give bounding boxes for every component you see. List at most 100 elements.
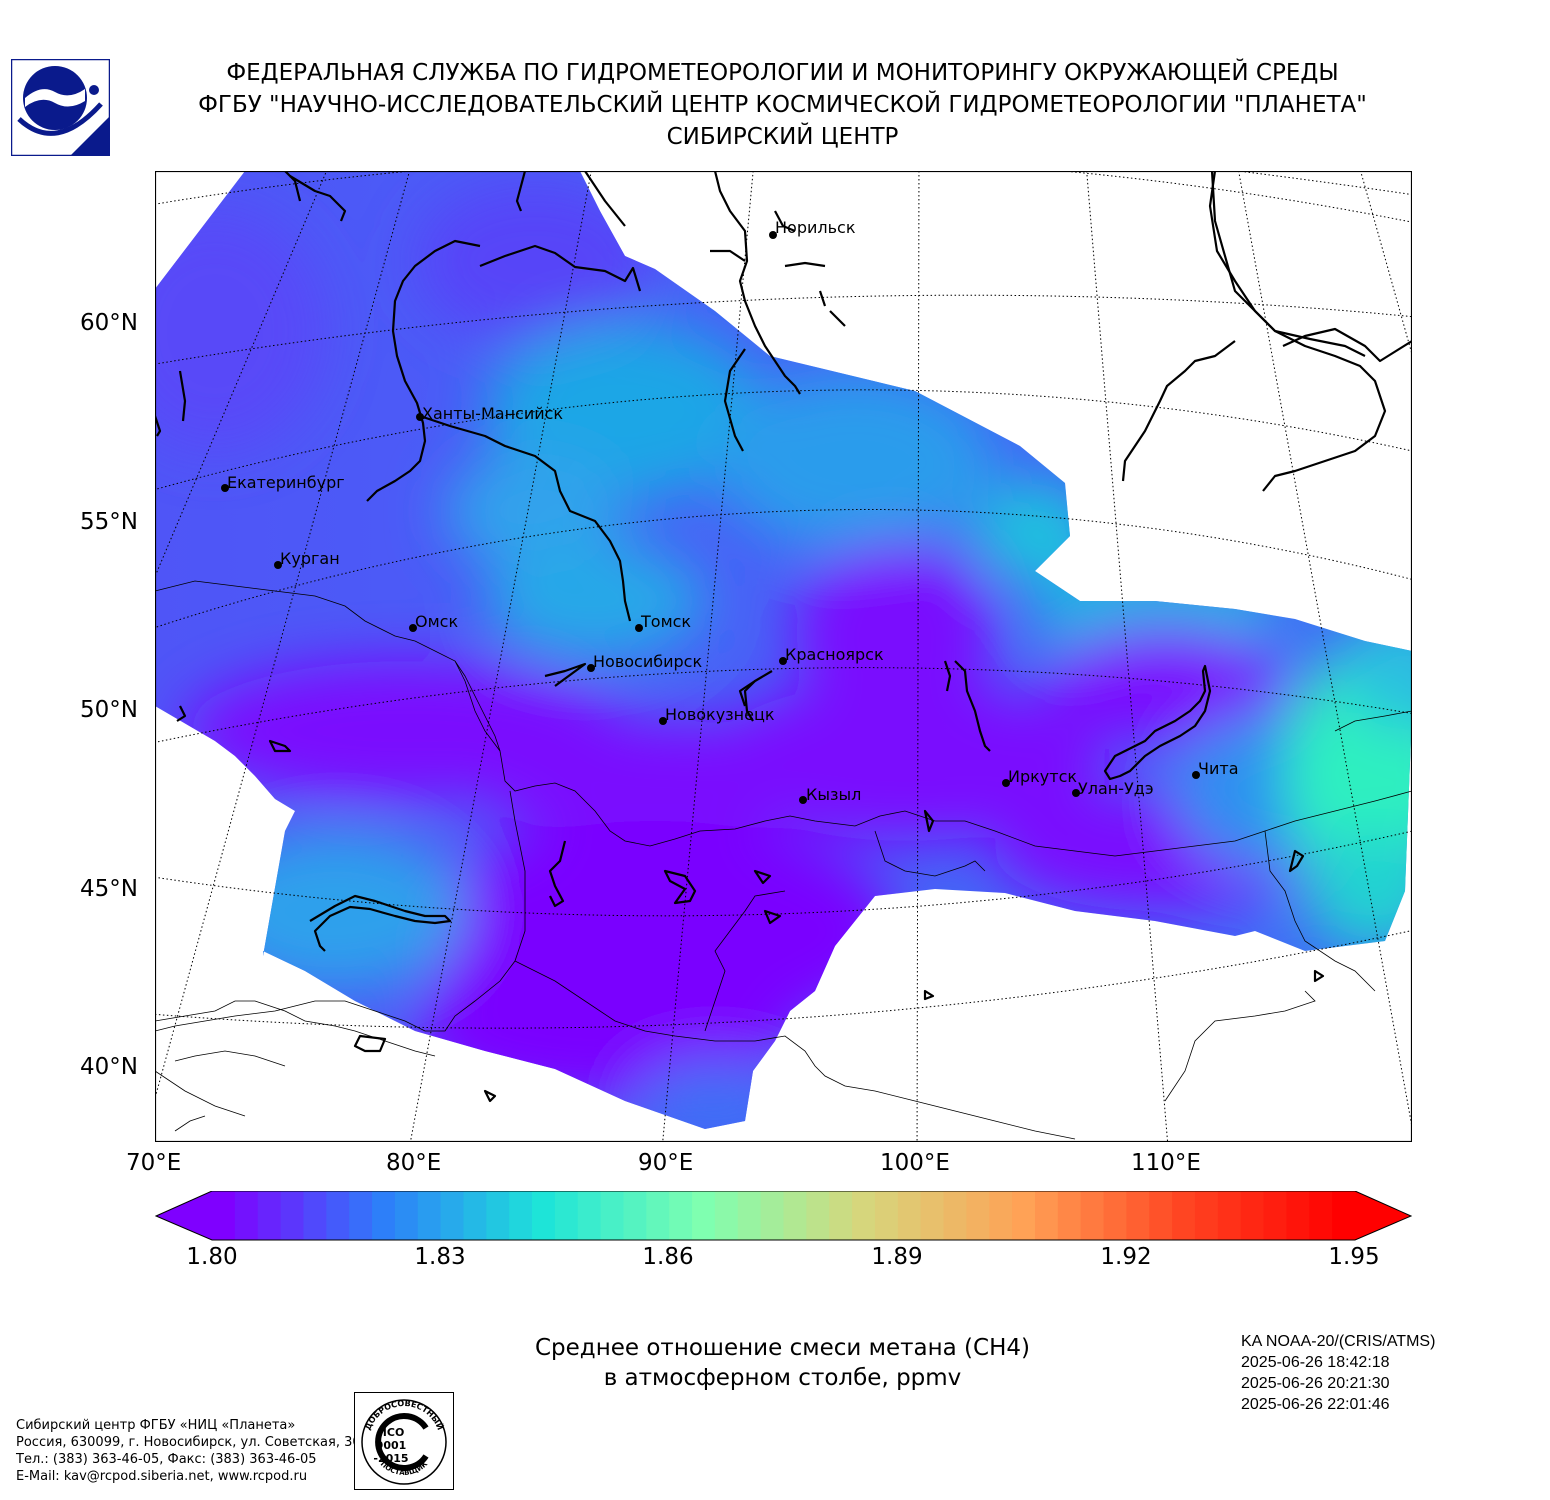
planeta-logo xyxy=(11,59,110,156)
lon-label-70: 70°E xyxy=(126,1150,182,1176)
satellite-name: KA NOAA-20/(CRIS/ATMS) xyxy=(1241,1333,1436,1350)
colorbar-step xyxy=(737,1191,762,1240)
colorbar-tick-5: 1.92 xyxy=(1100,1244,1152,1270)
colorbar-step xyxy=(1080,1191,1105,1240)
footer-org: Сибирский центр ФГБУ «НИЦ «Планета» xyxy=(16,1418,296,1433)
colorbar-step xyxy=(1012,1191,1036,1240)
colorbar-step xyxy=(760,1191,785,1240)
lon-label-110: 110°E xyxy=(1131,1150,1201,1176)
city-label-khanty-mansiysk: Ханты-Мансийск xyxy=(422,404,564,423)
colorbar-step xyxy=(532,1191,556,1240)
methane-map xyxy=(155,171,1412,1142)
lat-label-45: 45°N xyxy=(80,876,138,902)
iso-9001-badge: ДОБРОСОВЕСТНЫЙ ПОСТАВЩИК ИСО 9001 -2015 xyxy=(354,1392,454,1490)
colorbar-step xyxy=(1057,1191,1082,1240)
lon-label-80: 80°E xyxy=(386,1150,442,1176)
lat-label-55: 55°N xyxy=(80,509,138,535)
colorbar-step xyxy=(349,1191,373,1240)
city-label-novokuznetsk: Новокузнецк xyxy=(665,705,775,724)
city-label-kurgan: Курган xyxy=(280,549,340,568)
footer-email: E-Mail: kav@rcpod.siberia.net, www.rcpod… xyxy=(16,1469,308,1484)
lon-label-90: 90°E xyxy=(638,1150,694,1176)
colorbar-step xyxy=(212,1191,236,1240)
colorbar-step xyxy=(1172,1191,1196,1240)
header-institute: ФГБУ "НАУЧНО-ИССЛЕДОВАТЕЛЬСКИЙ ЦЕНТР КОС… xyxy=(198,92,1367,118)
colorbar-step xyxy=(577,1191,602,1240)
colorbar-step xyxy=(646,1191,670,1240)
colorbar-step xyxy=(554,1191,579,1240)
colorbar-extend-low xyxy=(156,1191,212,1240)
colorbar-step xyxy=(692,1191,716,1240)
colorbar-step xyxy=(1286,1191,1310,1240)
header-agency: ФЕДЕРАЛЬНАЯ СЛУЖБА ПО ГИДРОМЕТЕОРОЛОГИИ … xyxy=(226,60,1339,86)
colorbar-step xyxy=(1149,1191,1173,1240)
colorbar-step xyxy=(1217,1191,1242,1240)
colorbar-step xyxy=(714,1191,739,1240)
city-label-krasnoyarsk: Красноярск xyxy=(785,645,884,664)
colorbar-step xyxy=(463,1191,487,1240)
colorbar-step xyxy=(669,1191,693,1240)
colorbar-step xyxy=(257,1191,282,1240)
colorbar-step xyxy=(1034,1191,1059,1240)
colorbar-step xyxy=(1103,1191,1127,1240)
colorbar-step xyxy=(806,1191,830,1240)
colorbar-step xyxy=(486,1191,510,1240)
colorbar-step xyxy=(623,1191,647,1240)
colorbar-step xyxy=(417,1191,442,1240)
colorbar-step xyxy=(874,1191,899,1240)
colorbar-step xyxy=(234,1191,259,1240)
city-label-norilsk: Норильск xyxy=(775,218,856,237)
satellite-time-3: 2025-06-26 22:01:46 xyxy=(1241,1396,1390,1413)
colorbar-step xyxy=(1309,1191,1333,1240)
colorbar-step xyxy=(600,1191,625,1240)
city-markers xyxy=(221,231,1200,804)
colorbar-step xyxy=(394,1191,419,1240)
colorbar-step xyxy=(1332,1191,1356,1240)
colorbar-step xyxy=(897,1191,922,1240)
colorbar-step xyxy=(829,1191,853,1240)
colorbar-tick-3: 1.86 xyxy=(642,1244,694,1270)
colorbar-step xyxy=(372,1191,396,1240)
colorbar-tick-6: 1.95 xyxy=(1328,1244,1380,1270)
lon-label-100: 100°E xyxy=(880,1150,950,1176)
colorbar-tick-1: 1.80 xyxy=(186,1244,238,1270)
city-label-yekaterinburg: Екатеринбург xyxy=(227,473,345,492)
colorbar xyxy=(155,1191,1412,1241)
iso-badge-line2: 9001 xyxy=(376,1439,407,1452)
rivers-and-coastlines xyxy=(155,171,1412,1103)
colorbar-step xyxy=(303,1191,327,1240)
colorbar-step xyxy=(943,1191,967,1240)
colorbar-step xyxy=(1126,1191,1150,1240)
colorbar-steps xyxy=(156,1191,1411,1240)
colorbar-step xyxy=(783,1191,807,1240)
iso-badge-line1: ИСО xyxy=(378,1426,405,1439)
map-caption-line2: в атмосферном столбе, ppmv xyxy=(603,1365,962,1391)
city-label-kyzyl: Кызыл xyxy=(806,785,862,804)
city-label-omsk: Омск xyxy=(415,612,459,631)
header-center: СИБИРСКИЙ ЦЕНТР xyxy=(666,124,899,150)
country-borders xyxy=(155,580,1412,1140)
colorbar-step xyxy=(509,1191,533,1240)
iso-badge-line3: -2015 xyxy=(373,1452,408,1465)
colorbar-step xyxy=(440,1191,465,1240)
colorbar-step xyxy=(920,1191,945,1240)
city-label-chita: Чита xyxy=(1198,759,1239,778)
colorbar-step xyxy=(989,1191,1013,1240)
colorbar-step xyxy=(326,1191,350,1240)
colorbar-step xyxy=(1263,1191,1288,1240)
city-label-tomsk: Томск xyxy=(641,612,692,631)
footer-address: Россия, 630099, г. Новосибирск, ул. Сове… xyxy=(16,1435,361,1450)
city-label-novosibirsk: Новосибирск xyxy=(593,652,703,671)
colorbar-step xyxy=(1194,1191,1219,1240)
graticule-parallels xyxy=(155,171,1412,1029)
lat-label-50: 50°N xyxy=(80,697,138,723)
colorbar-extend-high xyxy=(1355,1191,1411,1240)
city-label-irkutsk: Иркутск xyxy=(1008,767,1078,786)
colorbar-step xyxy=(1240,1191,1265,1240)
satellite-time-1: 2025-06-26 18:42:18 xyxy=(1241,1354,1390,1371)
colorbar-tick-4: 1.89 xyxy=(871,1244,923,1270)
city-label-ulan-ude: Улан-Удэ xyxy=(1078,779,1154,798)
colorbar-tick-2: 1.83 xyxy=(414,1244,466,1270)
colorbar-step xyxy=(280,1191,305,1240)
satellite-time-2: 2025-06-26 20:21:30 xyxy=(1241,1375,1390,1392)
